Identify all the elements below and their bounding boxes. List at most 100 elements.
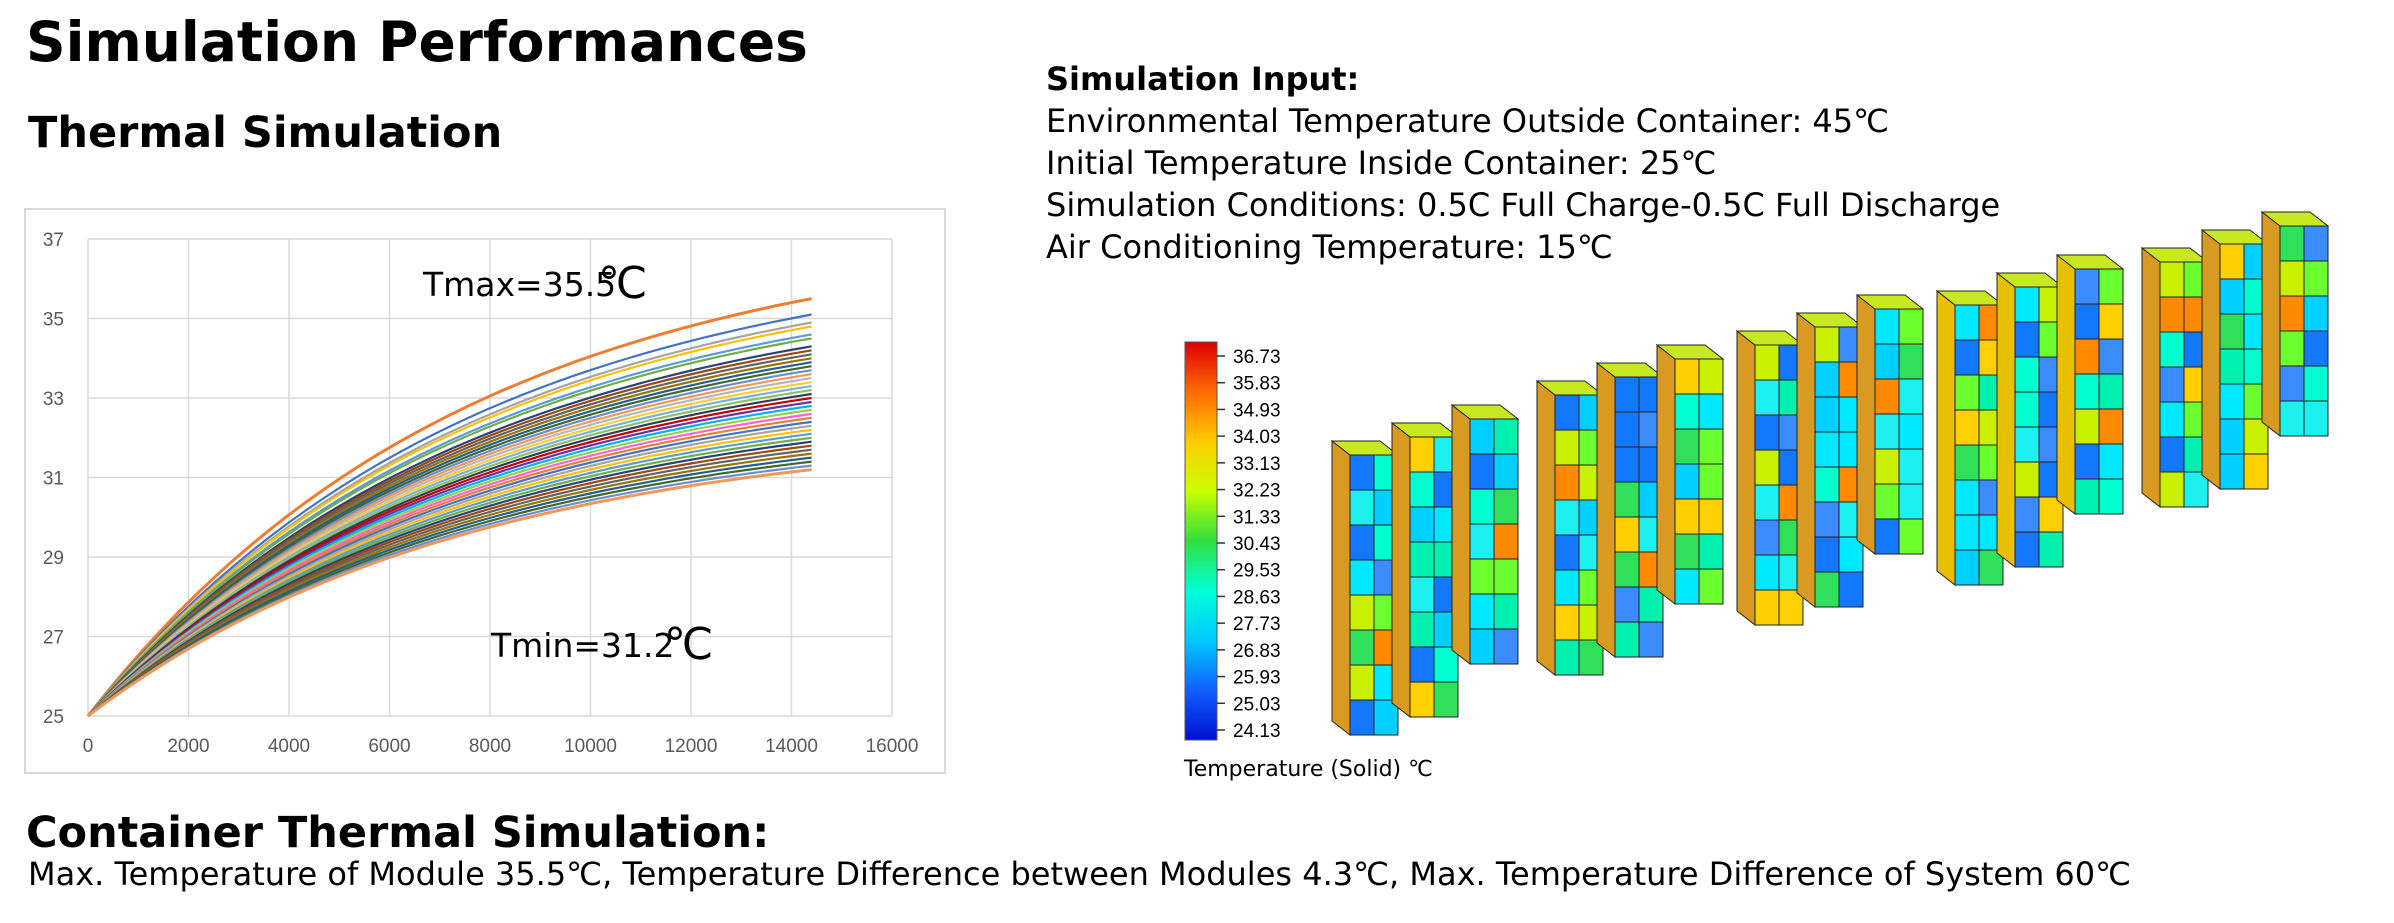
module-cell [1898,308,1924,345]
module-cell [2038,531,2064,568]
module-cell [1698,568,1724,605]
tmax-unit: ℃ [598,258,647,309]
module-cell [2098,268,2124,305]
chart-canvas: 0 2000 4000 6000 8000 10000 12000 14000 16000 25 2… [43,230,919,757]
module-cell [1469,593,1495,630]
module-cell [2098,408,2124,445]
legend-tick-label: 31.33 [1233,507,1281,528]
rack-side [1451,403,1471,666]
module-cell [1898,413,1924,450]
module-cell [1778,589,1804,626]
legend-tick-label: 24.13 [1233,721,1281,742]
module-cell [2159,261,2185,298]
battery-racks [1330,210,2330,737]
series-line [87,436,812,717]
module-cell [1954,479,1980,516]
module-cell [2014,531,2040,568]
battery-rack [1390,421,1460,719]
module-cell [1469,628,1495,665]
module-cell [2303,365,2329,402]
module-cell [1373,699,1399,736]
x-tick-label: 2000 [167,736,209,757]
battery-rack [1855,293,1925,556]
module-cell [2074,373,2100,410]
series-line [87,337,812,717]
series-line [87,325,812,717]
module-cell [1349,524,1375,561]
module-cell [1814,361,1840,398]
legend-tick-label: 27.73 [1233,614,1281,635]
module-cell [1674,568,1700,605]
simulation-input-block: Simulation Input: Environmental Temperat… [1046,58,2000,268]
module-cell [2098,443,2124,480]
module-cell [1814,396,1840,433]
simulation-input-line: Simulation Conditions: 0.5C Full Charge-… [1046,186,2001,224]
module-cell [2303,295,2329,332]
module-cell [1554,429,1580,466]
legend-tick-label: 26.83 [1233,641,1281,662]
module-cell [1493,628,1519,665]
module-cell [1614,621,1640,658]
x-tick-label: 12000 [665,736,718,757]
module-cell [2279,365,2305,402]
module-cell [1469,558,1495,595]
module-cell [1614,586,1640,623]
thermal-section-title: Thermal Simulation [28,108,503,158]
module-cell [1754,344,1780,381]
module-cell [2303,330,2329,367]
module-cell [1898,448,1924,485]
module-cell [1698,358,1724,395]
legend-color-bar [1184,341,1218,741]
module-cell [1754,449,1780,486]
module-cell [1674,358,1700,395]
module-cell [2074,408,2100,445]
module-cell [1614,411,1640,448]
rack-side [1796,311,1816,609]
module-cell [1469,453,1495,490]
module-cell [2159,331,2185,368]
module-cell [1554,464,1580,501]
module-cell [1554,604,1580,641]
module-cell [1978,549,2004,586]
module-cell [1954,339,1980,376]
rack-side [1656,343,1676,606]
series-line [87,412,812,717]
module-cell [1409,646,1435,683]
module-cell [1349,454,1375,491]
module-cell [1698,533,1724,570]
module-cell [1698,498,1724,535]
module-cell [2303,400,2329,437]
module-cell [1874,378,1900,415]
rack-side [1736,329,1756,627]
module-cell [1349,664,1375,701]
module-cell [1754,414,1780,451]
module-cell [2219,243,2245,280]
module-cell [1954,374,1980,411]
container-section-title: Container Thermal Simulation: [26,808,770,858]
module-cell [1409,471,1435,508]
y-tick-label: 25 [43,707,64,728]
module-cell [1674,533,1700,570]
module-cell [1674,463,1700,500]
module-cell [1614,516,1640,553]
module-cell [2098,478,2124,515]
rack-side [2056,253,2076,516]
legend-tick-label: 34.03 [1233,427,1281,448]
legend-tick-label: 34.93 [1233,400,1281,421]
battery-rack [2260,210,2330,438]
x-tick-label: 8000 [469,736,511,757]
module-cell [2159,366,2185,403]
module-cell [1554,569,1580,606]
module-cell [1349,489,1375,526]
module-cell [1349,699,1375,736]
module-cell [1954,304,1980,341]
module-cell [1954,444,1980,481]
module-cell [1493,418,1519,455]
module-cell [1698,393,1724,430]
tmax-annotation: Tmax=35.5 [422,265,616,304]
module-cell [1554,639,1580,676]
module-cell [2014,426,2040,463]
module-cell [2279,330,2305,367]
tmin-annotation: Tmin=31.2 [490,626,675,665]
module-cell [1754,554,1780,591]
